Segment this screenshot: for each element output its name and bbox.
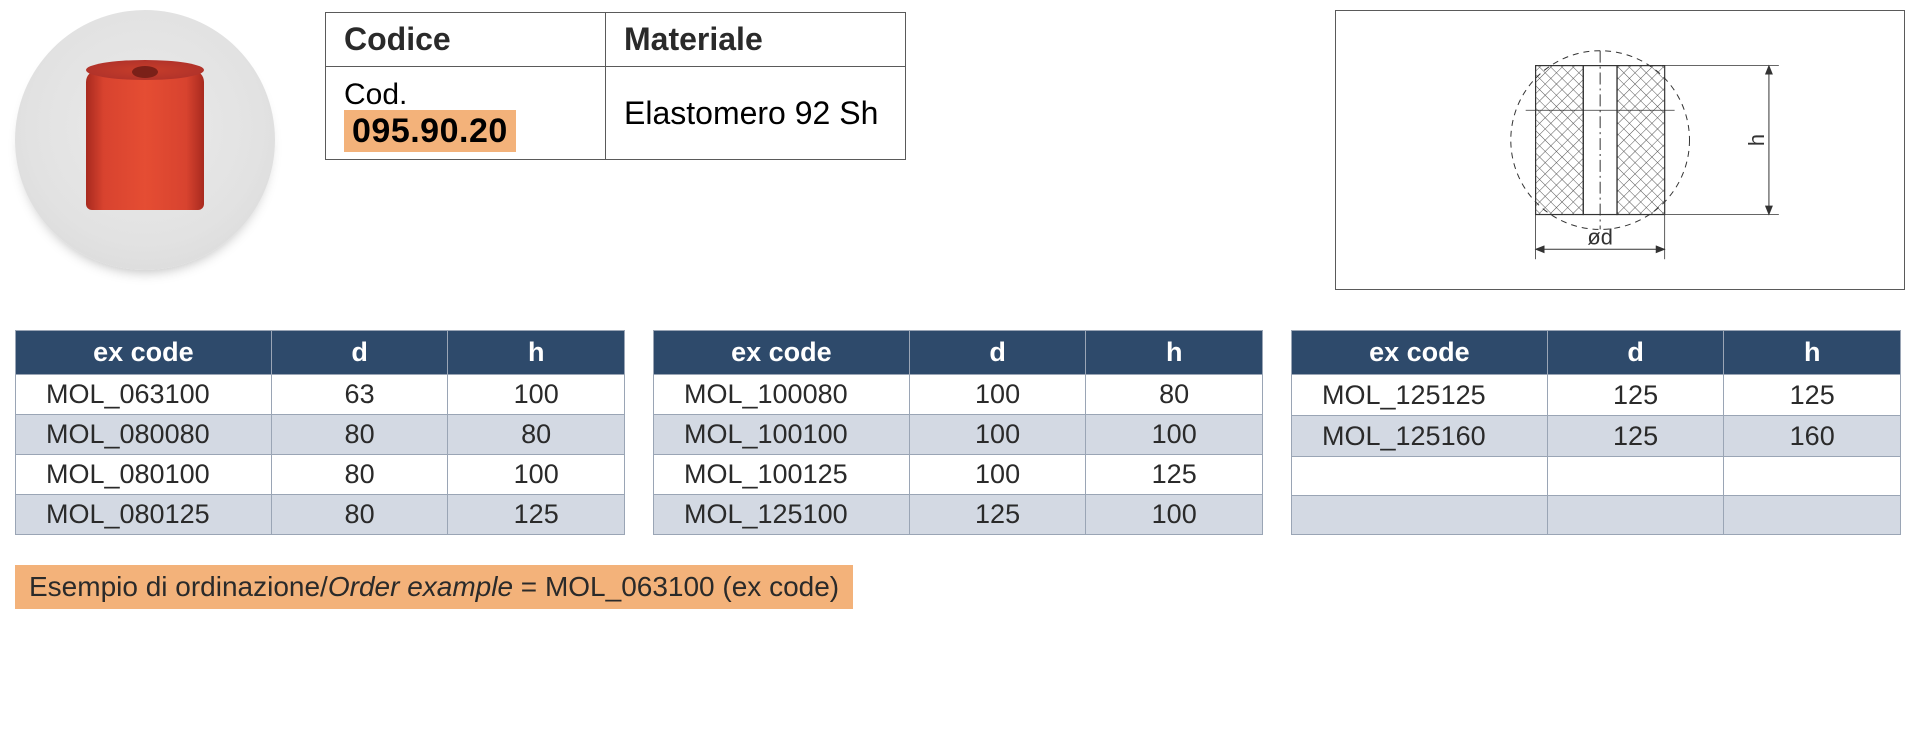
dim-d-label: ød (1587, 224, 1612, 249)
codice-header: Codice (326, 13, 606, 67)
order-example-suffix: = MOL_063100 (ex code) (513, 571, 839, 602)
data-tables-row: ex code d h MOL_06310063100 MOL_08008080… (15, 330, 1905, 535)
th-d: d (909, 331, 1086, 375)
table-row: MOL_08012580125 (16, 495, 625, 535)
table-row: MOL_10008010080 (654, 375, 1263, 415)
product-cylinder-icon (86, 70, 204, 210)
table-row: MOL_125160125160 (1292, 416, 1901, 457)
order-example-prefix: Esempio di ordinazione/ (29, 571, 328, 602)
table-row: MOL_100125100125 (654, 455, 1263, 495)
codice-prefix: Cod. (344, 78, 407, 111)
order-example: Esempio di ordinazione/Order example = M… (15, 565, 853, 609)
table-row: MOL_125125125125 (1292, 375, 1901, 416)
th-h: h (448, 331, 625, 375)
dim-h-label: h (1744, 134, 1769, 146)
product-photo (15, 10, 275, 270)
top-row: Codice Materiale Cod. 095.90.20 Elastome… (15, 10, 1905, 290)
th-code: ex code (1292, 331, 1548, 375)
th-code: ex code (654, 331, 910, 375)
th-d: d (271, 331, 448, 375)
order-example-italic: Order example (328, 571, 513, 602)
codice-value: 095.90.20 (344, 110, 516, 152)
table-row: MOL_125100125100 (654, 495, 1263, 535)
technical-drawing: ød h (1335, 10, 1905, 290)
codice-cell: Cod. 095.90.20 (326, 67, 606, 160)
drawing-svg: ød h (1336, 11, 1904, 289)
th-h: h (1086, 331, 1263, 375)
table-row (1292, 457, 1901, 496)
table-row: MOL_06310063100 (16, 375, 625, 415)
data-table-3: ex code d h MOL_125125125125 MOL_1251601… (1291, 330, 1901, 535)
th-h: h (1724, 331, 1901, 375)
data-table-2: ex code d h MOL_10008010080 MOL_10010010… (653, 330, 1263, 535)
table-row (1292, 496, 1901, 535)
data-table-1: ex code d h MOL_06310063100 MOL_08008080… (15, 330, 625, 535)
th-code: ex code (16, 331, 272, 375)
materiale-header: Materiale (606, 13, 906, 67)
materiale-value: Elastomero 92 Sh (606, 67, 906, 160)
table-row: MOL_08010080100 (16, 455, 625, 495)
table-row: MOL_100100100100 (654, 415, 1263, 455)
table-row: MOL_0800808080 (16, 415, 625, 455)
th-d: d (1547, 331, 1724, 375)
info-table: Codice Materiale Cod. 095.90.20 Elastome… (325, 12, 906, 160)
